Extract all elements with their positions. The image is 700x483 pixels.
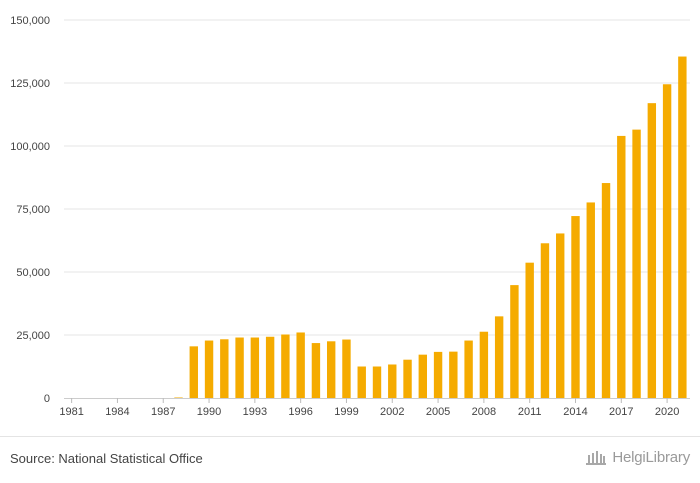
bar-2016 [601, 183, 611, 398]
bar-1995 [281, 334, 290, 398]
bar-1996 [296, 332, 305, 398]
bar-2011 [525, 262, 534, 398]
bar-2005 [433, 351, 443, 398]
bar-2009 [494, 316, 504, 398]
x-tick-label: 1984 [105, 406, 129, 418]
brand-name: HelgiLibrary [612, 448, 690, 466]
source-note: Source: National Statistical Office [10, 451, 203, 466]
x-tick-label: 2014 [563, 406, 587, 418]
bar-2014 [571, 216, 580, 398]
y-tick-label: 125,000 [10, 78, 50, 90]
x-tick-label: 1999 [334, 406, 358, 418]
x-tick-label: 2011 [518, 406, 542, 418]
footer-divider [0, 436, 700, 437]
bar-2012 [540, 243, 550, 398]
x-tick-label: 2005 [426, 406, 450, 418]
bar-2021 [678, 56, 687, 398]
bar-2000 [357, 366, 366, 398]
gridlines [64, 19, 690, 336]
bar-2015 [586, 202, 595, 398]
y-tick-label: 150,000 [10, 15, 50, 27]
brand-logo: HelgiLibrary [585, 448, 690, 466]
x-tick-label: 1990 [197, 406, 221, 418]
y-tick-label: 50,000 [16, 267, 50, 279]
x-tick-label: 2008 [472, 406, 496, 418]
bars [174, 56, 687, 399]
bar-2019 [647, 103, 657, 398]
x-tick-label: 1987 [151, 406, 175, 418]
bar-1992 [235, 337, 244, 398]
x-tick-label: 1996 [288, 406, 312, 418]
library-building-icon [586, 451, 607, 465]
bar-2013 [556, 233, 565, 398]
bar-1988 [174, 397, 183, 398]
x-tick-label: 1993 [243, 406, 267, 418]
bar-2006 [449, 351, 458, 398]
bar-1991 [220, 339, 229, 398]
x-axis-ticks: 1981 1984 1987 1990 1993 1996 1999 2002 2005 2008… [59, 398, 679, 418]
bar-1997 [311, 343, 321, 398]
y-axis-ticks: 0 25,000 50,000 75,000 100,000 125,000 150,000 [10, 15, 50, 405]
bar-2002 [388, 364, 397, 398]
bar-2004 [418, 354, 428, 398]
bar-1998 [326, 341, 336, 398]
bar-1989 [189, 346, 198, 398]
y-tick-label: 25,000 [16, 330, 50, 342]
bar-1990 [204, 340, 214, 398]
bar-2003 [403, 359, 412, 398]
y-tick-label: 0 [44, 393, 50, 405]
x-tick-label: 2017 [609, 406, 633, 418]
y-tick-label: 100,000 [10, 141, 50, 153]
bar-2007 [464, 340, 473, 398]
x-tick-label: 1981 [59, 406, 83, 418]
x-tick-label: 2020 [655, 406, 679, 418]
bar-2020 [662, 84, 672, 398]
y-tick-label: 75,000 [16, 204, 50, 216]
bar-2010 [510, 285, 519, 398]
bar-2001 [372, 366, 382, 398]
x-tick-label: 2002 [380, 406, 404, 418]
bar-2008 [479, 331, 489, 398]
bar-chart: 0 25,000 50,000 75,000 100,000 125,000 150,000… [10, 15, 690, 418]
bar-1999 [342, 339, 351, 398]
bar-1993 [250, 337, 260, 398]
bar-2018 [632, 129, 641, 398]
bar-1994 [265, 336, 275, 398]
bar-2017 [617, 135, 626, 399]
